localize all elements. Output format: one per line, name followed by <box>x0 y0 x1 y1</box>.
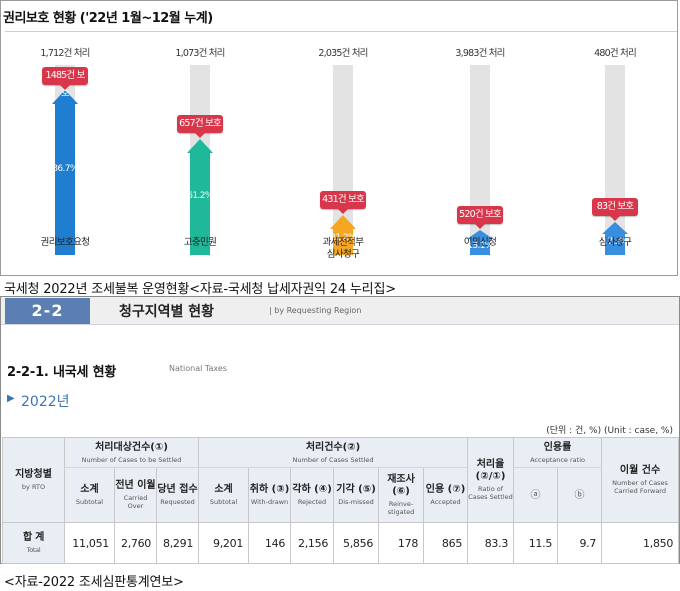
section-header: 2-2 청구지역별 현황 | by Requesting Region <box>1 297 679 325</box>
header-accepted: 인용 (⑦) Accepted <box>423 467 469 523</box>
table-row-total: 합 계 Total 11,051 2,760 8,291 9,201 146 2,… <box>2 522 680 564</box>
chart-column-4: 480건 처리 83건 보호 17.3% 심사청구 <box>555 32 675 274</box>
header-cases-to-settle: 처리대상건수(①) Number of Cases to be Settled <box>63 437 200 468</box>
cell-dismissed: 5,856 <box>333 522 380 564</box>
chart-column-2: 2,035건 처리 431건 보호 21.2% 과세전적부 심사청구 <box>283 32 403 274</box>
bar-tip <box>602 222 628 234</box>
cell-rejected: 2,156 <box>290 522 335 564</box>
protected-badge: 83건 보호 <box>592 198 638 221</box>
cell-acceptance-a: 11.5 <box>513 522 559 564</box>
chart-column-0: 1,712건 처리 1485건 보호 86.7% 권리보호요청 <box>5 32 125 274</box>
bar-tip <box>330 215 356 229</box>
statistics-table: 지방청별 by RTO 처리대상건수(①) Number of Cases to b… <box>2 437 680 564</box>
cell-carried-forward: 1,850 <box>601 522 680 564</box>
row-label-total: 합 계 Total <box>2 522 65 564</box>
bar <box>55 104 75 255</box>
category-label: 권리보호요청 <box>40 237 90 248</box>
chart-column-3: 3,983건 처리 520건 보호 13.1% 이의신청 <box>420 32 540 274</box>
chart-area: 1,712건 처리 1485건 보호 86.7% 권리보호요청 1,073건 처… <box>5 31 677 274</box>
category-label: 과세전적부 심사청구 <box>322 237 364 260</box>
protected-badge: 431건 보호 <box>320 191 366 214</box>
header-rejected: 각하 (④) Rejected <box>290 467 335 523</box>
percent-label: 61.2% <box>187 191 213 201</box>
header-carried-over: 전년 이월 Carried Over <box>114 467 157 523</box>
bar-tip <box>52 90 78 104</box>
header-subtotal-2: 소계 Subtotal <box>198 467 250 523</box>
header-acceptance: 인용률 Acceptance ratio <box>513 437 603 468</box>
header-carried-forward: 이월 건수 Number of Cases Carried Forward <box>601 437 680 523</box>
year-label: 2022년 <box>21 394 70 410</box>
subsection-title: 2-2-1. 내국세 현황 <box>7 365 117 380</box>
bar <box>605 234 625 255</box>
header-requested: 당년 접수 Requested <box>155 467 200 523</box>
chart-panel: 권리보호 현황 ('22년 1월~12월 누계) 1,712건 처리 1485건… <box>0 0 678 276</box>
protected-badge: 1485건 보호 <box>42 67 88 99</box>
cell-accepted: 865 <box>423 522 469 564</box>
bar <box>333 229 353 255</box>
cell-carried-over: 2,760 <box>114 522 157 564</box>
cell-requested: 8,291 <box>155 522 200 564</box>
cell-subtotal-1: 11,051 <box>64 522 115 564</box>
total-label: 1,073건 처리 <box>175 48 225 59</box>
chart-column-1: 1,073건 처리 657건 보호 61.2% 고충민원 <box>140 32 260 274</box>
section-subtitle: | by Requesting Region <box>269 306 362 315</box>
statistics-panel: 2-2 청구지역별 현황 | by Requesting Region 2-2-… <box>0 296 680 564</box>
category-label: 이의신청 <box>463 237 497 248</box>
category-label: 고충민원 <box>183 237 217 248</box>
category-label: 심사청구 <box>598 237 632 248</box>
protected-badge: 657건 보호 <box>177 115 223 138</box>
unit-label: (단위 : 건, %) (Unit : case, %) <box>546 426 673 436</box>
cell-subtotal-2: 9,201 <box>198 522 250 564</box>
header-reinvestigated: 재조사 (⑥) Reinve-stigated <box>378 467 425 523</box>
cell-withdrawn: 146 <box>248 522 292 564</box>
total-label: 2,035건 처리 <box>318 48 368 59</box>
percent-label: 86.7% <box>52 164 78 174</box>
cell-ratio: 83.3 <box>467 522 515 564</box>
bar <box>470 239 490 255</box>
chart-title: 권리보호 현황 ('22년 1월~12월 누계) <box>3 11 213 26</box>
cell-reinvestigated: 178 <box>378 522 425 564</box>
percent-label: 21.2% <box>330 233 356 243</box>
header-acceptance-a: ⓐ <box>513 467 559 523</box>
percent-label: 17.3% <box>602 237 628 247</box>
cell-acceptance-b: 9.7 <box>557 522 603 564</box>
header-acceptance-b: ⓑ <box>557 467 603 523</box>
section-number: 2-2 <box>5 298 90 324</box>
header-ratio: 처리율 (②/①) Ratio of Cases Settled <box>467 437 515 523</box>
triangle-right-icon: ▶ <box>7 393 15 404</box>
header-withdrawn: 취하 (③) With-drawn <box>248 467 292 523</box>
bar <box>190 153 210 255</box>
total-label: 1,712건 처리 <box>40 48 90 59</box>
bar-tip <box>187 139 213 153</box>
section-title: 청구지역별 현황 <box>119 304 215 320</box>
percent-label: 13.1% <box>467 241 493 251</box>
header-subtotal-1: 소계 Subtotal <box>64 467 115 523</box>
total-label: 3,983건 처리 <box>455 48 505 59</box>
total-label: 480건 처리 <box>594 48 637 59</box>
header-cases-settled: 처리건수(②) Number of Cases Settled <box>198 437 469 468</box>
protected-badge: 520건 보호 <box>457 206 503 229</box>
bar-tip <box>467 230 493 239</box>
caption-source-1: 국세청 2022년 조세불복 운영현황<자료-국세청 납세자권익 24 누리집> <box>4 282 396 297</box>
caption-source-2: <자료-2022 조세심판통계연보> <box>4 575 184 590</box>
header-dismissed: 기각 (⑤) Dis-missed <box>333 467 380 523</box>
subsection-subtitle: National Taxes <box>169 364 227 373</box>
header-rto: 지방청별 by RTO <box>2 437 65 523</box>
